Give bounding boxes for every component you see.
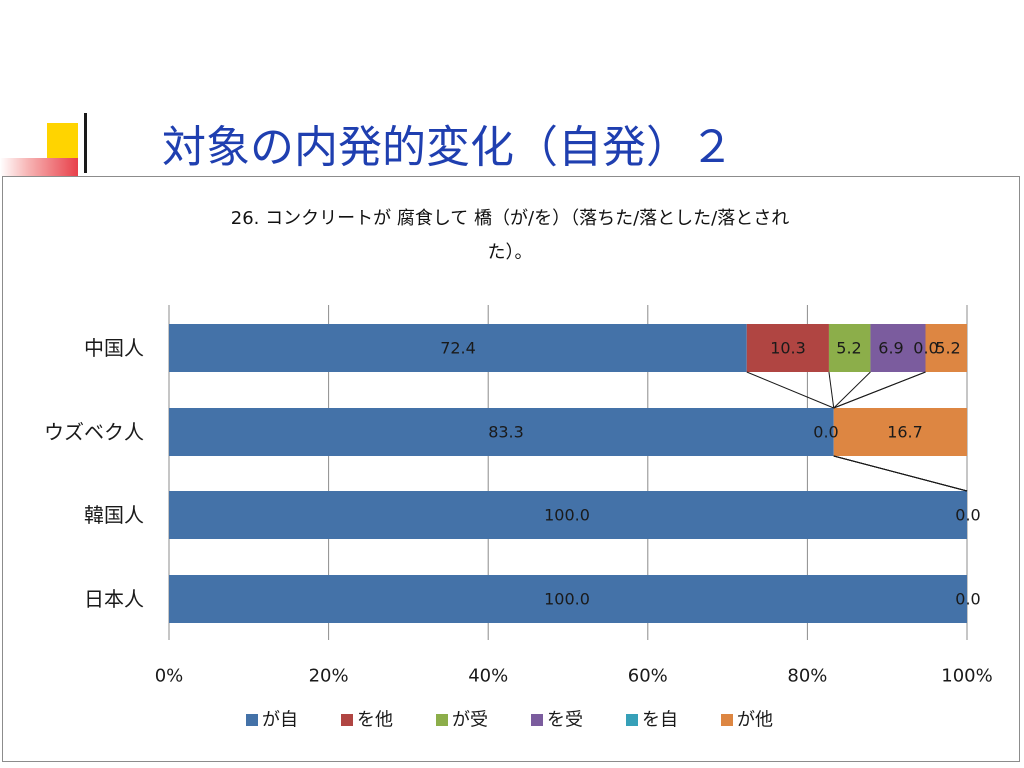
data-label: 10.3 xyxy=(770,339,806,358)
series-line xyxy=(833,371,871,409)
legend-swatch xyxy=(626,714,638,726)
x-tick-label: 40% xyxy=(468,666,508,687)
data-label: 83.3 xyxy=(488,423,524,442)
data-label: 0.0 xyxy=(813,423,838,442)
legend-swatch xyxy=(531,714,543,726)
slide-title: 対象の内発的変化（自発）２ xyxy=(162,122,734,173)
data-label: 0.0 xyxy=(955,590,980,609)
data-label: 72.4 xyxy=(440,339,476,358)
x-tick-label: 100% xyxy=(941,666,992,687)
bar-segment xyxy=(169,575,967,623)
legend-swatch xyxy=(721,714,733,726)
data-label: 100.0 xyxy=(544,506,590,525)
bar-segment xyxy=(169,324,747,372)
data-label: 0.0 xyxy=(913,339,938,358)
series-line xyxy=(833,371,926,409)
legend-swatch xyxy=(436,714,448,726)
bar-segment xyxy=(870,324,926,372)
title-decoration-bar xyxy=(0,158,78,176)
chart-title: 26. コンクリートが 腐食して 橋（が/を）（落ちた/落とした/落とされ た）… xyxy=(60,202,960,270)
legend-label: が自 xyxy=(262,710,298,731)
series-line xyxy=(828,371,835,409)
bar-segment xyxy=(828,324,871,372)
x-tick-label: 20% xyxy=(309,666,349,687)
bar-segment xyxy=(925,324,967,372)
category-label: 韓国人 xyxy=(84,503,144,527)
data-label: 16.7 xyxy=(887,423,923,442)
data-label: 5.2 xyxy=(836,339,861,358)
category-label: ウズベク人 xyxy=(44,420,144,444)
legend-swatch xyxy=(341,714,353,726)
title-decoration-line xyxy=(84,113,87,173)
bar-segment xyxy=(169,491,967,539)
series-line xyxy=(833,455,968,492)
legend-label: が受 xyxy=(452,710,488,731)
legend-swatch xyxy=(246,714,258,726)
legend-label: を自 xyxy=(642,710,678,731)
category-label: 中国人 xyxy=(84,336,144,360)
data-label: 5.2 xyxy=(935,339,960,358)
data-label: 100.0 xyxy=(544,590,590,609)
bar-segment xyxy=(746,324,829,372)
category-label: 日本人 xyxy=(84,587,144,611)
bar-segment xyxy=(169,408,834,456)
x-tick-label: 0% xyxy=(155,666,184,687)
legend-label: を受 xyxy=(547,710,583,731)
chart-title-line-2: た）。 xyxy=(487,242,533,263)
data-label: 6.9 xyxy=(878,339,903,358)
series-line xyxy=(746,371,834,409)
chart-title-line-1: 26. コンクリートが 腐食して 橋（が/を）（落ちた/落とした/落とされ xyxy=(230,208,790,229)
bar-segment xyxy=(833,408,967,456)
x-tick-label: 60% xyxy=(628,666,668,687)
legend-label: が他 xyxy=(737,710,773,731)
x-tick-label: 80% xyxy=(787,666,827,687)
data-label: 0.0 xyxy=(955,506,980,525)
legend-label: を他 xyxy=(357,710,393,731)
chart-area xyxy=(2,176,1020,762)
